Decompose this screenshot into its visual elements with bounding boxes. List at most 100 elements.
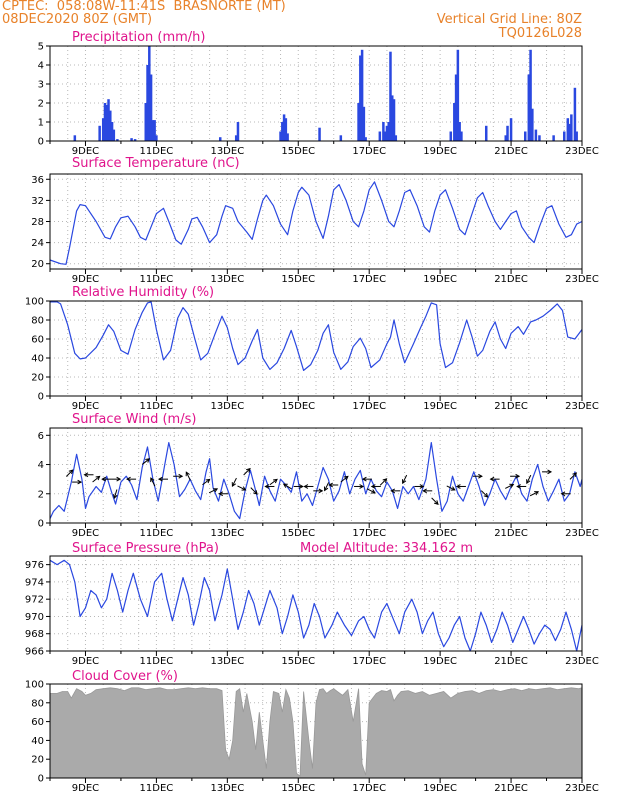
- wind-arrow: [101, 476, 112, 482]
- wind-arrow: [111, 476, 122, 482]
- precipitation-bar: [130, 138, 133, 141]
- wind-arrow: [303, 484, 314, 489]
- surface-pressure-ytick-label: 968: [25, 629, 44, 640]
- precipitation-bar: [282, 114, 286, 141]
- surface-temperature-ytick-label: 20: [31, 259, 44, 270]
- cloud-cover-panel: 0 20 40 60 80 100 9DEC 11DEC 13DEC 15DEC 17DEC 19DE…: [25, 680, 599, 795]
- wind-arrow-head: [246, 467, 251, 473]
- wind-arrow-shaft: [92, 475, 100, 483]
- precipitation-bar: [360, 49, 364, 141]
- relative-humidity-ytick-label: 80: [31, 316, 44, 327]
- cloud-cover-xtick-label: 23DEC: [565, 783, 599, 794]
- precipitation-ytick-label: 2: [38, 99, 44, 110]
- relative-humidity-title: Relative Humidity (%): [72, 285, 214, 300]
- cloud-cover-ytick-label: 0: [38, 774, 44, 785]
- wind-arrow-head: [382, 478, 388, 483]
- wind-arrow-head: [483, 492, 489, 498]
- precipitation-xtick-label: 13DEC: [210, 146, 244, 157]
- wind-arrow: [516, 484, 527, 489]
- wind-arrow-head: [150, 477, 155, 483]
- wind-arrow-head: [516, 484, 521, 489]
- wind-arrow: [243, 467, 251, 476]
- precipitation-bar: [148, 46, 151, 141]
- header-model-id: TQ0126L028: [498, 26, 582, 41]
- wind-arrow: [422, 488, 433, 494]
- wind-arrow-shaft: [340, 475, 349, 483]
- wind-arrow-head: [68, 469, 74, 475]
- precipitation-bar: [575, 131, 578, 141]
- wind-arrow-shaft: [505, 484, 514, 489]
- wind-arrow: [480, 490, 489, 498]
- wind-arrow: [113, 489, 118, 500]
- precipitation-bar: [504, 135, 507, 141]
- wind-arrow: [354, 484, 365, 489]
- surface-temperature-ytick-label: 24: [31, 238, 44, 249]
- wind-arrow-head: [402, 479, 407, 485]
- precipitation-bar: [524, 131, 527, 141]
- wind-arrow: [157, 476, 168, 482]
- precipitation-bar: [385, 125, 389, 141]
- surface-wind-xtick-label: 17DEC: [352, 528, 386, 539]
- header-location: CPTEC: 058:08W-11:41S BRASNORTE (MT): [2, 0, 286, 14]
- wind-arrow: [361, 476, 372, 482]
- precipitation-bar: [133, 139, 137, 141]
- cloud-cover-ytick-label: 40: [31, 736, 44, 747]
- wind-arrow-head: [282, 483, 288, 488]
- surface-temperature-panel: 20 24 28 32 36 9DEC 11DEC 13DEC 15DEC 17DEC 19DEC 2…: [31, 173, 599, 285]
- surface-pressure-xtick-label: 17DEC: [352, 656, 386, 667]
- wind-arrow-shaft: [65, 469, 74, 477]
- wind-arrow-head: [185, 471, 190, 477]
- precipitation-xtick-label: 21DEC: [494, 146, 528, 157]
- wind-arrow-head: [509, 483, 515, 489]
- precipitation-bar: [568, 123, 571, 141]
- wind-arrow-head: [450, 486, 456, 491]
- wind-arrow-shaft: [402, 474, 408, 484]
- precipitation-bar: [534, 129, 538, 141]
- precipitation-bar: [318, 127, 321, 141]
- precipitation-xtick-label: 9DEC: [72, 146, 99, 157]
- cloud-cover-xtick-label: 19DEC: [423, 783, 457, 794]
- precipitation-bar: [383, 131, 387, 141]
- wind-arrow-head: [116, 476, 122, 482]
- surface-pressure-xtick-label: 15DEC: [281, 656, 315, 667]
- wind-arrow-shaft: [208, 488, 218, 494]
- surface-temperature-title: Surface Temperature (nC): [72, 156, 240, 171]
- cloud-cover-area: [50, 687, 582, 778]
- precipitation-bar: [509, 118, 513, 141]
- surface-wind-frame: [49, 427, 583, 524]
- wind-arrow-head: [241, 486, 247, 491]
- surface-wind-xtick-label: 11DEC: [140, 528, 174, 539]
- wind-arrow-head: [390, 488, 396, 494]
- wind-arrow: [269, 478, 278, 486]
- precipitation-bar: [73, 135, 77, 141]
- cloud-cover-xtick-label: 21DEC: [494, 783, 528, 794]
- wind-arrow: [505, 483, 515, 489]
- wind-arrow-head: [273, 478, 278, 484]
- cloud-cover-xtick-label: 17DEC: [352, 783, 386, 794]
- precipitation-bar: [378, 131, 382, 141]
- wind-arrow: [313, 488, 324, 494]
- wind-arrow-head: [370, 484, 376, 489]
- surface-wind-ytick-label: 2: [38, 489, 44, 500]
- precipitation-bar: [281, 122, 284, 141]
- surface-pressure-frame: [49, 555, 583, 652]
- wind-arrow: [455, 484, 466, 489]
- relative-humidity-xtick-label: 23DEC: [565, 401, 599, 412]
- wind-arrow-head: [323, 486, 329, 492]
- precipitation-bar: [107, 99, 110, 141]
- model-altitude-note: Model Altitude: 334.162 m: [300, 541, 473, 556]
- wind-arrow-head: [213, 488, 219, 493]
- wind-arrow-shaft: [113, 489, 118, 499]
- precipitation-bar: [101, 118, 105, 141]
- surface-pressure-ytick-label: 966: [25, 647, 44, 658]
- wind-arrow: [72, 479, 83, 485]
- wind-arrow-head: [478, 473, 483, 479]
- wind-arrow-head: [303, 484, 309, 489]
- wind-arrow-head: [253, 490, 258, 495]
- wind-arrow-shaft: [202, 478, 210, 486]
- cloud-cover-xtick-label: 13DEC: [210, 783, 244, 794]
- surface-wind-ytick-label: 0: [38, 519, 44, 530]
- precipitation-bar: [116, 139, 119, 141]
- wind-arrow: [282, 483, 292, 490]
